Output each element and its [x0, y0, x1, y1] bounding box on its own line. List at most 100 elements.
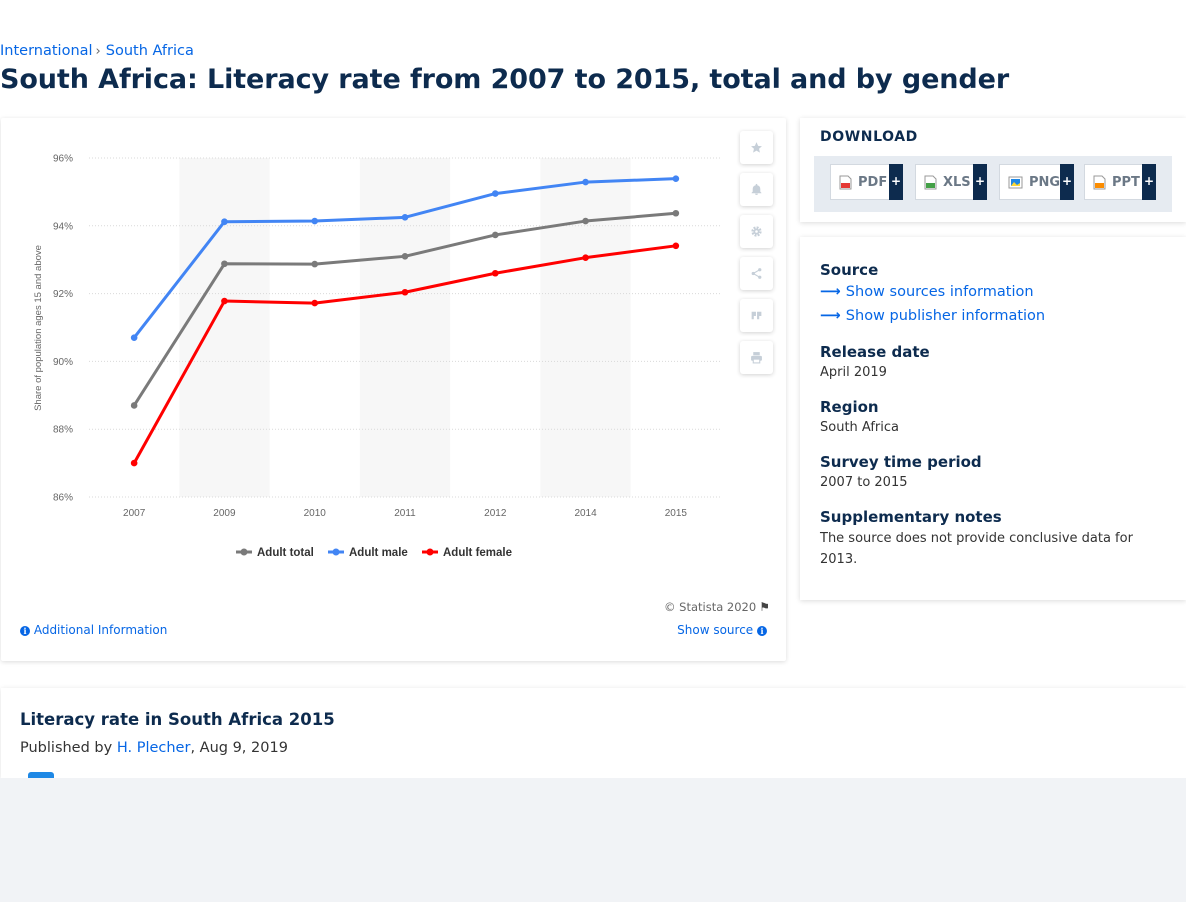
data-point: [130, 459, 138, 467]
y-tick-label: 92%: [53, 289, 73, 300]
legend-marker: [332, 548, 340, 556]
download-title: DOWNLOAD: [820, 129, 918, 145]
y-axis-ticks: 96% 94% 92% 90% 88% 86%: [53, 154, 73, 504]
download-xls-button[interactable]: XLS +: [915, 164, 987, 200]
x-tick-label: 2010: [304, 508, 327, 519]
legend-label: Adult female: [443, 547, 512, 559]
expand-button[interactable]: [28, 772, 54, 778]
download-png-label: PNG: [1029, 174, 1061, 190]
print-icon: [751, 352, 762, 364]
y-tick-label: 88%: [53, 425, 73, 436]
download-ppt-label: PPT: [1112, 174, 1140, 190]
pdf-file-icon: [839, 175, 852, 189]
x-tick-label: 2015: [665, 508, 688, 519]
show-sources-label: Show sources information: [845, 284, 1034, 300]
breadcrumb: International › South Africa: [0, 43, 194, 59]
star-icon: [751, 142, 762, 153]
xls-file-icon: [924, 175, 937, 189]
release-date-value: April 2019: [820, 365, 887, 380]
download-card: DOWNLOAD PDF + XLS + PNG + PPT +: [800, 118, 1186, 222]
data-point: [221, 297, 228, 305]
data-point: [311, 260, 319, 268]
y-tick-label: 90%: [53, 357, 73, 368]
png-file-icon: [1008, 176, 1023, 188]
series-lines: [130, 175, 680, 467]
additional-information-link[interactable]: i Additional Information: [20, 623, 167, 637]
ppt-plus-icon[interactable]: +: [1142, 164, 1156, 200]
published-by-label: Published by: [20, 740, 113, 756]
page-footer-area: [0, 778, 1186, 902]
data-point: [491, 269, 499, 277]
show-publisher-label: Show publisher information: [845, 308, 1046, 324]
data-point: [401, 214, 409, 221]
breadcrumb-international[interactable]: International: [0, 43, 93, 59]
data-point: [401, 288, 409, 296]
band: [179, 158, 270, 497]
show-publisher-link[interactable]: ⟶ Show publisher information: [820, 308, 1045, 324]
author-link[interactable]: H. Plecher: [116, 740, 191, 756]
data-point: [311, 299, 319, 307]
release-date-label: Release date: [820, 343, 930, 361]
x-tick-label: 2007: [123, 508, 146, 519]
png-plus-icon[interactable]: +: [1060, 164, 1074, 200]
legend[interactable]: Adult total Adult male Adult female: [236, 547, 512, 559]
supplementary-notes-value: The source does not provide conclusive d…: [820, 531, 1133, 567]
data-point: [221, 260, 228, 268]
info-icon: i: [757, 626, 767, 636]
notification-button[interactable]: [740, 173, 773, 206]
download-xls-label: XLS: [943, 174, 971, 190]
download-png-button[interactable]: PNG +: [999, 164, 1074, 200]
ppt-file-icon: [1093, 175, 1106, 189]
arrow-right-icon: ⟶: [820, 308, 841, 324]
survey-period-value: 2007 to 2015: [820, 475, 908, 490]
show-source-link[interactable]: Show source i: [677, 623, 767, 637]
data-point: [130, 402, 138, 409]
download-pdf-label: PDF: [858, 174, 888, 190]
flag-icon[interactable]: ⚑: [759, 600, 770, 614]
download-pdf-button[interactable]: PDF +: [830, 164, 903, 200]
data-point: [672, 242, 680, 250]
bell-icon: [751, 183, 762, 195]
copyright: © Statista 2020 ⚑: [664, 600, 770, 614]
x-axis-ticks: 2007 2009 2010 2011 2012 2014 2015: [123, 508, 687, 519]
x-tick-label: 2011: [394, 508, 416, 519]
y-tick-label: 86%: [53, 493, 73, 504]
description-title: Literacy rate in South Africa 2015: [20, 710, 335, 729]
gear-icon: [751, 226, 762, 237]
breadcrumb-south-africa[interactable]: South Africa: [105, 43, 194, 59]
data-point: [491, 190, 499, 197]
gridlines: [89, 157, 721, 498]
download-ppt-button[interactable]: PPT +: [1084, 164, 1156, 200]
cite-button[interactable]: [740, 299, 773, 332]
data-point: [491, 231, 499, 239]
source-label: Source: [820, 261, 879, 279]
data-point: [672, 175, 680, 182]
xls-plus-icon[interactable]: +: [973, 164, 987, 200]
x-tick-label: 2012: [484, 508, 507, 519]
pdf-plus-icon[interactable]: +: [889, 164, 903, 200]
quote-icon: [751, 311, 762, 320]
region-value: South Africa: [820, 420, 899, 435]
statistic-details-card: Source ⟶ Show sources information ⟶ Show p…: [800, 237, 1186, 600]
x-tick-label: 2014: [574, 508, 597, 519]
x-tick-label: 2009: [213, 508, 236, 519]
settings-button[interactable]: [740, 215, 773, 248]
publish-date: , Aug 9, 2019: [190, 740, 288, 756]
y-tick-label: 94%: [53, 221, 73, 232]
survey-period-label: Survey time period: [820, 453, 982, 471]
favorite-button[interactable]: [740, 131, 773, 164]
band: [540, 158, 631, 497]
share-button[interactable]: [740, 257, 773, 290]
data-point: [582, 178, 589, 186]
description-card: Literacy rate in South Africa 2015 Publi…: [1, 688, 1186, 778]
legend-label: Adult male: [349, 547, 408, 559]
data-point: [311, 217, 319, 225]
line-chart: 96%94%92%90%88%86% 2007 2009 2010 2011 2012 2…: [33, 154, 721, 559]
print-button[interactable]: [740, 341, 773, 374]
legend-marker: [240, 548, 248, 556]
data-point: [672, 209, 680, 217]
info-icon: i: [20, 626, 30, 636]
share-icon: [751, 268, 762, 279]
data-point: [582, 217, 589, 225]
show-sources-link[interactable]: ⟶ Show sources information: [820, 284, 1034, 300]
